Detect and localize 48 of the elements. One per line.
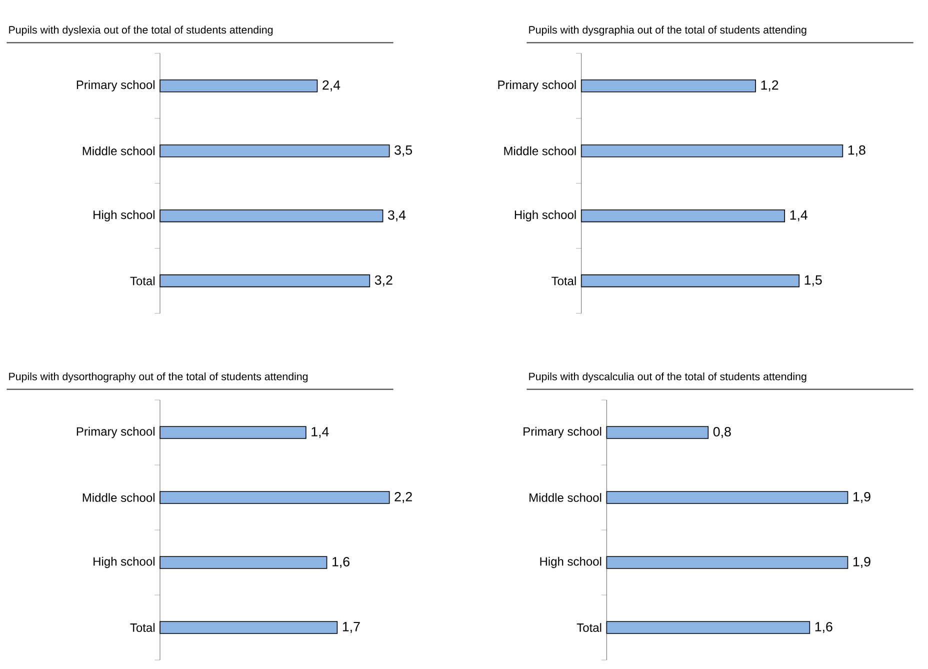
- y-tick-label: High school: [94, 556, 154, 568]
- data-label: 1,4: [312, 427, 329, 438]
- y-tick-label: Middle school: [82, 493, 154, 502]
- y-tick-label: Primary school: [524, 426, 602, 438]
- data-label: 1,5: [804, 275, 822, 286]
- bar: [160, 426, 306, 439]
- y-tick-label: Primary school: [76, 80, 154, 92]
- chart-title: Pupils with dyslexia out of the total of students attending: [9, 26, 273, 36]
- bar: [160, 491, 390, 504]
- data-label: 1,6: [815, 622, 832, 634]
- bar: [160, 209, 384, 222]
- bar: [580, 274, 800, 288]
- bar: [160, 79, 318, 92]
- data-label: 1,9: [853, 557, 870, 568]
- bar: [160, 621, 338, 634]
- data-label: 3,5: [394, 145, 412, 156]
- bar: [160, 274, 370, 288]
- y-tick-label: Total: [130, 623, 154, 632]
- chart-title: Pupils with dysgraphia out of the total of students attending: [529, 26, 806, 36]
- data-label: 1,4: [790, 210, 808, 222]
- y-tick-label: High school: [94, 210, 154, 222]
- y-tick-label: Total: [576, 623, 602, 632]
- y-tick-label: Middle school: [530, 493, 602, 502]
- y-tick-label: Total: [552, 276, 576, 286]
- y-tick-label: Middle school: [82, 146, 154, 156]
- data-label: 1,7: [342, 622, 360, 633]
- bar: [580, 144, 844, 158]
- data-label: 2,4: [322, 80, 340, 92]
- data-label: 1,6: [332, 557, 350, 568]
- y-tick-label: High school: [514, 210, 576, 222]
- chart-title: Pupils with dysorthography out of the total of students attending: [9, 372, 308, 382]
- data-label: 1,8: [848, 145, 866, 156]
- y-tick-label: Primary school: [498, 80, 576, 92]
- chart-title: Pupils with dyscalculia out of the total of students attending: [529, 372, 806, 382]
- data-label: 0,8: [713, 427, 731, 438]
- bar: [580, 79, 756, 92]
- y-tick-label: High school: [540, 556, 602, 568]
- bar: [160, 556, 328, 569]
- data-label: 3,2: [374, 275, 392, 286]
- bar: [580, 209, 785, 222]
- data-label: 1,9: [853, 492, 870, 504]
- data-label: 2,2: [394, 492, 412, 504]
- y-tick-label: Middle school: [504, 146, 576, 156]
- y-tick-label: Primary school: [76, 426, 154, 438]
- data-label: 1,2: [761, 80, 778, 92]
- bar: [160, 144, 390, 158]
- y-tick-label: Total: [130, 276, 154, 286]
- data-label: 3,4: [388, 210, 406, 222]
